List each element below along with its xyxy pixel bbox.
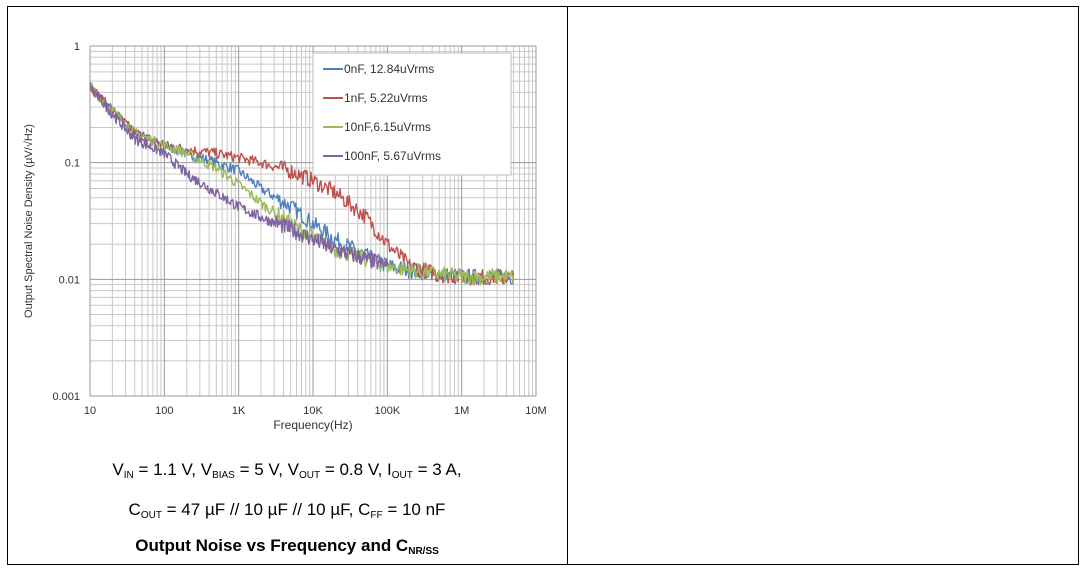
y-tick-label: 0.001: [52, 391, 80, 403]
y-tick-label: 1: [74, 41, 80, 53]
figure-table-frame: [7, 6, 1079, 565]
legend-label: 10nF,6.15uVrms: [344, 120, 431, 134]
x-tick-label: 100K: [374, 405, 400, 417]
series-line-3: [89, 82, 388, 270]
noise-density-chart: 10 100 1K 10K 100K 1M 10M 1 0.1 0.01 0.001 Frequenc…: [23, 41, 547, 432]
x-tick-label: 10M: [525, 405, 546, 417]
legend-label: 100nF, 5.67uVrms: [344, 149, 441, 163]
table-column-divider: [567, 6, 568, 565]
y-tick-label: 0.1: [65, 158, 80, 170]
x-tick-label: 10: [84, 405, 96, 417]
x-axis-title: Frequency(Hz): [273, 418, 352, 432]
x-tick-label: 1M: [454, 405, 469, 417]
y-axis-title: Output Spectral Noise Density (µV/√Hz): [23, 124, 35, 318]
figure-title: Output Noise vs Frequency and CNR/SS: [135, 536, 439, 557]
x-tick-label: 1K: [232, 405, 246, 417]
legend-box: [312, 52, 512, 176]
conditions-line-2: COUT = 47 µF // 10 µF // 10 µF, CFF = 10…: [128, 500, 446, 521]
x-tick-label: 100: [155, 405, 173, 417]
legend-label: 1nF, 5.22uVrms: [344, 91, 428, 105]
x-tick-label: 10K: [303, 405, 323, 417]
y-tick-label: 0.01: [59, 274, 80, 286]
conditions-line-1: VIN = 1.1 V, VBIAS = 5 V, VOUT = 0.8 V, …: [112, 460, 462, 481]
legend-label: 0nF, 12.84uVrms: [344, 62, 434, 76]
